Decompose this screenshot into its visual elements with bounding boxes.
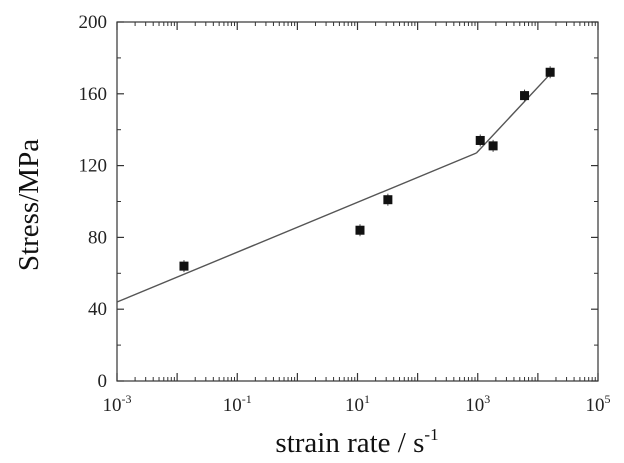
x-tick-label: 10-1 — [223, 392, 252, 416]
data-point — [545, 67, 555, 77]
data-point — [179, 261, 189, 271]
data-point — [488, 141, 498, 151]
x-tick-label: 105 — [586, 392, 611, 416]
plot-frame — [116, 21, 599, 382]
fit-line — [475, 73, 551, 154]
y-tick-label: 80 — [88, 227, 107, 248]
data-point — [475, 135, 485, 145]
y-axis-ticks: 0 40 80 120 160 200 — [79, 12, 598, 392]
data-point — [355, 225, 365, 235]
fit-line — [116, 152, 477, 303]
y-tick-label: 120 — [79, 156, 108, 177]
x-tick-label: 101 — [345, 392, 370, 416]
x-axis-title-superscript: -1 — [424, 425, 438, 444]
x-tick-label: 10-3 — [103, 392, 132, 416]
y-tick-label: 0 — [98, 371, 108, 392]
x-axis-title: strain rate / s-1 — [275, 425, 438, 459]
plot-border — [116, 21, 599, 382]
x-axis-ticks: 10-3 10-1 101 103 105 — [103, 22, 611, 416]
y-axis-title: Stress/MPa — [13, 139, 45, 271]
fit-lines — [116, 73, 551, 303]
data-points — [179, 66, 555, 273]
y-tick-label: 160 — [79, 84, 108, 105]
data-point — [520, 91, 530, 101]
x-tick-label: 103 — [465, 392, 490, 416]
y-tick-label: 40 — [88, 299, 107, 320]
y-tick-label: 200 — [79, 12, 108, 33]
data-point — [383, 195, 393, 205]
x-axis-title-main: strain rate / s — [275, 427, 424, 459]
